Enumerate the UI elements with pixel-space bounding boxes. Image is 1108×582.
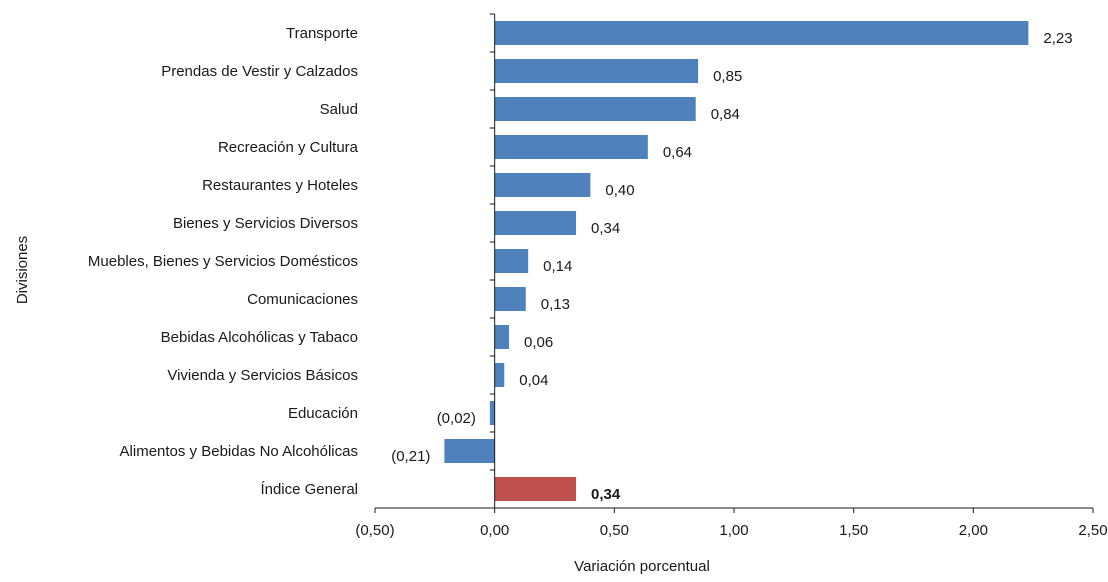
bar: [494, 211, 577, 235]
category-label: Muebles, Bienes y Servicios Domésticos: [88, 253, 358, 270]
category-label: Salud: [320, 101, 358, 118]
category-label: Índice General: [260, 481, 358, 498]
x-tick-label: 2,00: [959, 522, 988, 539]
value-label: 0,14: [543, 258, 572, 275]
category-label: Recreación y Cultura: [218, 139, 359, 156]
category-label: Prendas de Vestir y Calzados: [161, 63, 358, 80]
bar: [444, 439, 495, 463]
value-label: 0,84: [711, 106, 740, 123]
x-tick-label: 1,50: [839, 522, 868, 539]
value-labels: 2,23 0,85 0,84 0,64 0,40 0,34 0,14 0,13 0,06 0,04…: [391, 30, 1072, 503]
value-label: 0,85: [713, 68, 742, 85]
value-label: 0,40: [605, 182, 634, 199]
value-label: 2,23: [1043, 30, 1072, 47]
category-label: Transporte: [286, 25, 358, 42]
bar: [489, 401, 495, 425]
bars-layer: [444, 21, 1029, 501]
value-label: (0,21): [391, 448, 430, 465]
axes: [375, 14, 1093, 509]
value-label: (0,02): [437, 410, 476, 427]
bar: [494, 97, 696, 121]
bar: [494, 363, 505, 387]
bar: [494, 59, 699, 83]
bar-indice-general: [494, 477, 577, 501]
x-tick-label: 0,50: [600, 522, 629, 539]
bar: [494, 173, 591, 197]
category-label: Restaurantes y Hoteles: [202, 177, 358, 194]
bar: [494, 135, 648, 159]
category-label: Bebidas Alcohólicas y Tabaco: [161, 329, 358, 346]
x-tick-label: 0,00: [480, 522, 509, 539]
category-label: Bienes y Servicios Diversos: [173, 215, 358, 232]
category-label: Alimentos y Bebidas No Alcohólicas: [120, 443, 358, 460]
category-label: Educación: [288, 405, 358, 422]
value-label: 0,64: [663, 144, 692, 161]
category-label: Comunicaciones: [247, 291, 358, 308]
value-label: 0,04: [519, 372, 548, 389]
bar: [494, 249, 529, 273]
category-label: Vivienda y Servicios Básicos: [167, 367, 358, 384]
value-label: 0,34: [591, 220, 620, 237]
value-label: 0,13: [541, 296, 570, 313]
value-label: 0,34: [591, 486, 621, 503]
bar: [494, 21, 1029, 45]
category-labels: Transporte Prendas de Vestir y Calzados Sa…: [88, 25, 359, 498]
bar: [494, 287, 526, 311]
y-axis-title: Divisiones: [14, 236, 31, 304]
x-tick-label: 2,50: [1078, 522, 1107, 539]
x-axis-title: Variación porcentual: [574, 558, 710, 575]
x-tick-label: (0,50): [355, 522, 394, 539]
bar: [494, 325, 510, 349]
value-label: 0,06: [524, 334, 553, 351]
x-tick-label: 1,00: [719, 522, 748, 539]
x-axis-ticks: (0,50) 0,00 0,50 1,00 1,50 2,00 2,50: [355, 13, 1108, 539]
